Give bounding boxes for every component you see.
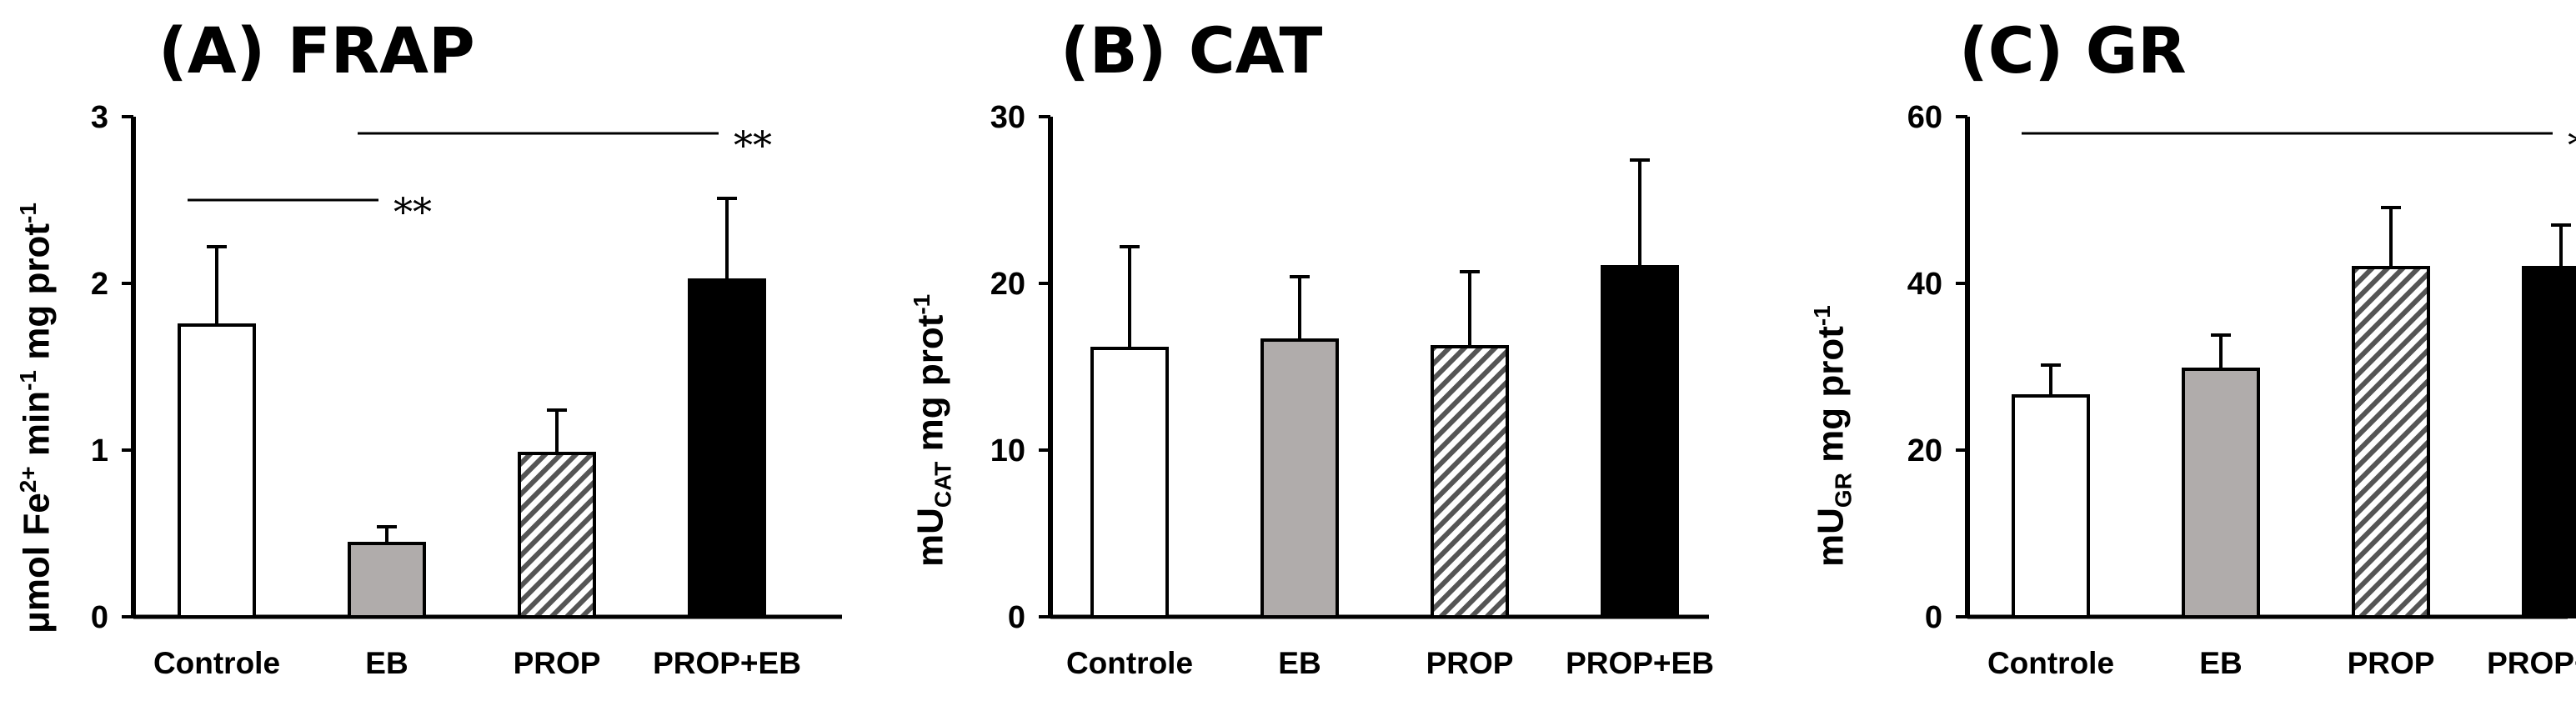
y-tick-label: 10 bbox=[990, 433, 1025, 468]
x-category-label: EB bbox=[2199, 646, 2242, 680]
x-category-label: Controle bbox=[153, 646, 280, 680]
bar-eb bbox=[1260, 338, 1339, 618]
panel-title: (B) CAT bbox=[1060, 13, 1323, 88]
y-tick-label: 30 bbox=[990, 100, 1025, 135]
bar-prop-eb bbox=[1601, 265, 1679, 618]
bar-prop-eb bbox=[688, 278, 766, 618]
significance-marker: ** bbox=[734, 123, 772, 168]
y-tick-label: 60 bbox=[1907, 100, 1942, 135]
bar-controle bbox=[2012, 394, 2090, 618]
y-tick-label: 20 bbox=[990, 267, 1025, 302]
bar-chart-frap: 0 1 2 3 Controle EB PROP PROP+EB ** ** bbox=[91, 100, 842, 680]
x-category-label: PROP bbox=[2348, 646, 2435, 680]
panel-cat: (B) CAT mUCAT mg prot-1 0 10 20 30 Controle E… bbox=[859, 0, 1717, 711]
panel-gr: (C) GR mUGR mg prot-1 0 20 40 60 Controle EB P… bbox=[1717, 0, 2576, 711]
bar-chart-cat: 0 10 20 30 Controle EB PROP PROP+EB bbox=[990, 100, 1714, 680]
significance-marker: ** bbox=[393, 189, 432, 234]
y-tick-label: 1 bbox=[91, 433, 108, 468]
x-category-label: Controle bbox=[1066, 646, 1193, 680]
y-tick-label: 2 bbox=[91, 267, 108, 302]
bar-controle bbox=[1090, 347, 1169, 618]
bar-eb bbox=[348, 542, 426, 618]
x-category-label: PROP+EB bbox=[1566, 646, 1714, 680]
significance-marker: * bbox=[2568, 123, 2576, 168]
bar-controle bbox=[178, 323, 256, 618]
bar-chart-gr: 0 20 40 60 Controle EB PROP PROP+EB * bbox=[1907, 100, 2576, 680]
x-category-label: Controle bbox=[1987, 646, 2114, 680]
bar-prop bbox=[2352, 266, 2430, 618]
y-tick-label: 40 bbox=[1907, 267, 1942, 302]
bar-eb bbox=[2182, 368, 2260, 618]
bar-prop-eb bbox=[2522, 266, 2576, 618]
x-category-label: PROP bbox=[514, 646, 601, 680]
x-category-label: PROP bbox=[1426, 646, 1514, 680]
y-tick-label: 20 bbox=[1907, 433, 1942, 468]
bar-prop bbox=[518, 452, 596, 618]
panel-title: (A) FRAP bbox=[158, 13, 475, 88]
bar-prop bbox=[1431, 345, 1509, 618]
y-tick-label: 0 bbox=[1008, 600, 1025, 635]
y-tick-label: 0 bbox=[1925, 600, 1942, 635]
y-tick-label: 0 bbox=[91, 600, 108, 635]
x-category-label: PROP+EB bbox=[2487, 646, 2576, 680]
panel-title: (C) GR bbox=[1959, 13, 2187, 88]
x-category-label: EB bbox=[1278, 646, 1321, 680]
x-category-label: EB bbox=[365, 646, 408, 680]
x-category-label: PROP+EB bbox=[653, 646, 801, 680]
y-tick-label: 3 bbox=[91, 100, 108, 135]
